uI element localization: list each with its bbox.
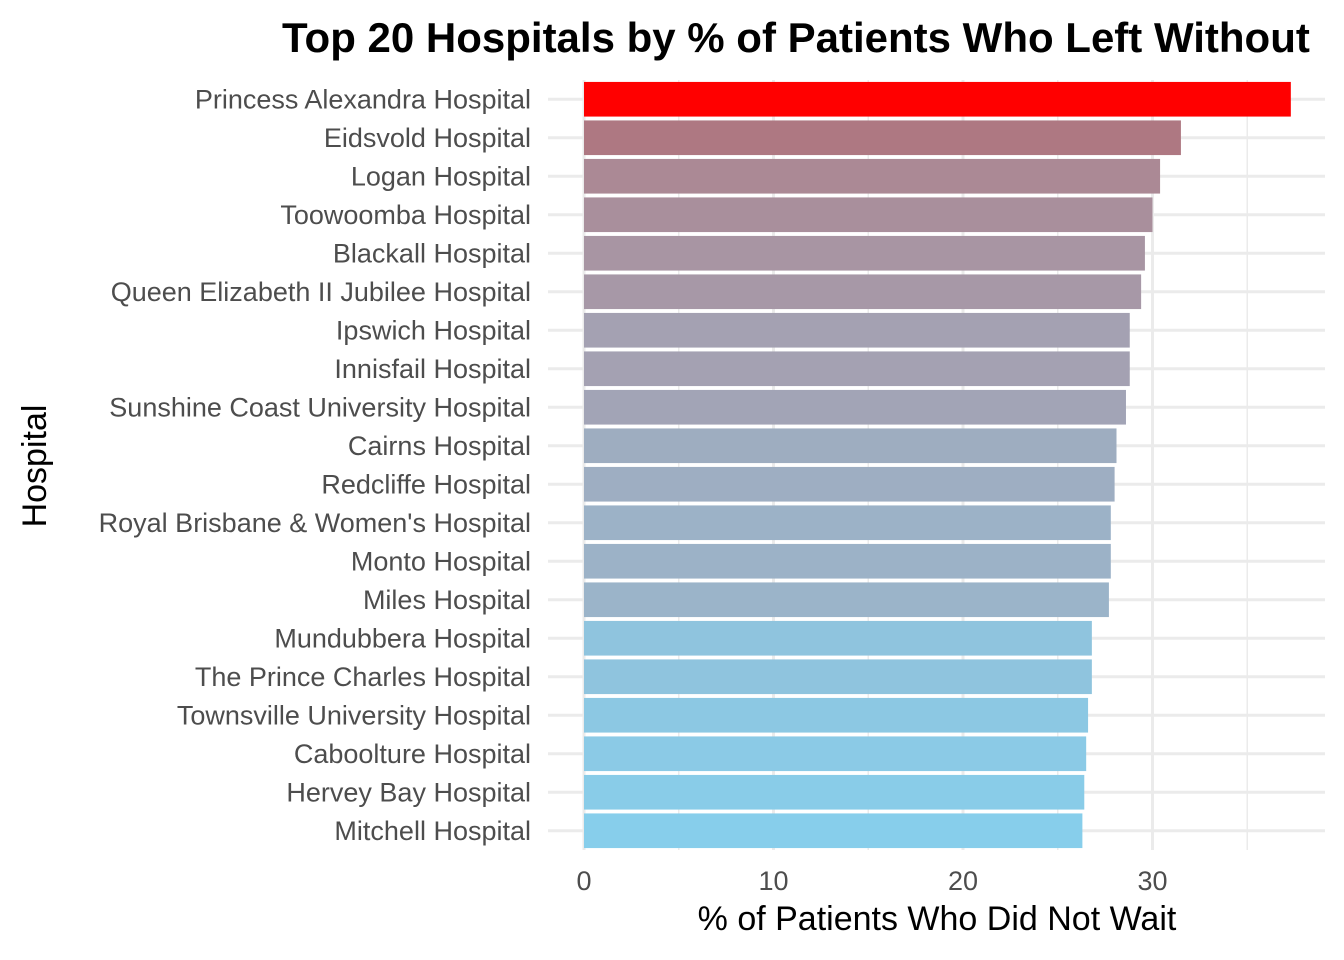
bar — [584, 697, 1089, 733]
bar — [584, 274, 1142, 310]
bar — [584, 235, 1145, 271]
y-tick-labels: Princess Alexandra Hospital Eidsvold Hosp… — [99, 84, 531, 846]
y-tick-label: Monto Hospital — [351, 546, 531, 576]
bar — [584, 466, 1115, 502]
x-tick-label: 10 — [758, 866, 788, 896]
bar — [584, 774, 1085, 810]
grid — [548, 80, 1325, 850]
y-tick-label: Redcliffe Hospital — [321, 469, 531, 499]
y-tick-label: Logan Hospital — [351, 161, 531, 191]
x-tick-label: 0 — [576, 866, 591, 896]
y-tick-label: Caboolture Hospital — [294, 739, 531, 769]
x-tick-label: 30 — [1137, 866, 1167, 896]
y-tick-label: Princess Alexandra Hospital — [195, 84, 531, 114]
bar — [584, 659, 1092, 695]
y-tick-label: Eidsvold Hospital — [324, 123, 531, 153]
y-tick-label: The Prince Charles Hospital — [195, 662, 531, 692]
bar — [584, 197, 1153, 233]
bar — [584, 351, 1130, 387]
y-tick-label: Miles Hospital — [363, 585, 531, 615]
bar — [584, 428, 1117, 464]
y-tick-label: Cairns Hospital — [348, 431, 531, 461]
x-tick-labels: 0 10 20 30 — [576, 866, 1167, 896]
bar — [584, 312, 1130, 348]
bar — [584, 620, 1092, 656]
y-tick-label: Royal Brisbane & Women's Hospital — [99, 508, 531, 538]
bar — [584, 813, 1083, 849]
bars — [584, 81, 1291, 849]
bar — [584, 389, 1126, 425]
chart-title: Top 20 Hospitals by % of Patients Who Le… — [282, 14, 1310, 61]
x-tick-label: 20 — [948, 866, 978, 896]
y-tick-label: Hervey Bay Hospital — [286, 777, 531, 807]
bar — [584, 81, 1291, 117]
y-axis-title: Hospital — [16, 405, 54, 528]
bar — [584, 158, 1161, 194]
y-tick-label: Toowoomba Hospital — [280, 200, 531, 230]
bar — [584, 736, 1087, 772]
y-tick-label: Townsville University Hospital — [177, 700, 531, 730]
y-tick-label: Sunshine Coast University Hospital — [109, 392, 531, 422]
x-axis-title: % of Patients Who Did Not Wait — [698, 900, 1177, 938]
bar — [584, 543, 1111, 579]
y-tick-label: Mitchell Hospital — [334, 816, 531, 846]
bar — [584, 505, 1111, 541]
y-tick-label: Ipswich Hospital — [336, 315, 531, 345]
y-tick-label: Queen Elizabeth II Jubilee Hospital — [111, 277, 531, 307]
y-tick-label: Innisfail Hospital — [334, 354, 531, 384]
y-tick-label: Blackall Hospital — [333, 238, 531, 268]
y-tick-label: Mundubbera Hospital — [274, 623, 531, 653]
bar — [584, 582, 1109, 618]
bar — [584, 120, 1181, 156]
